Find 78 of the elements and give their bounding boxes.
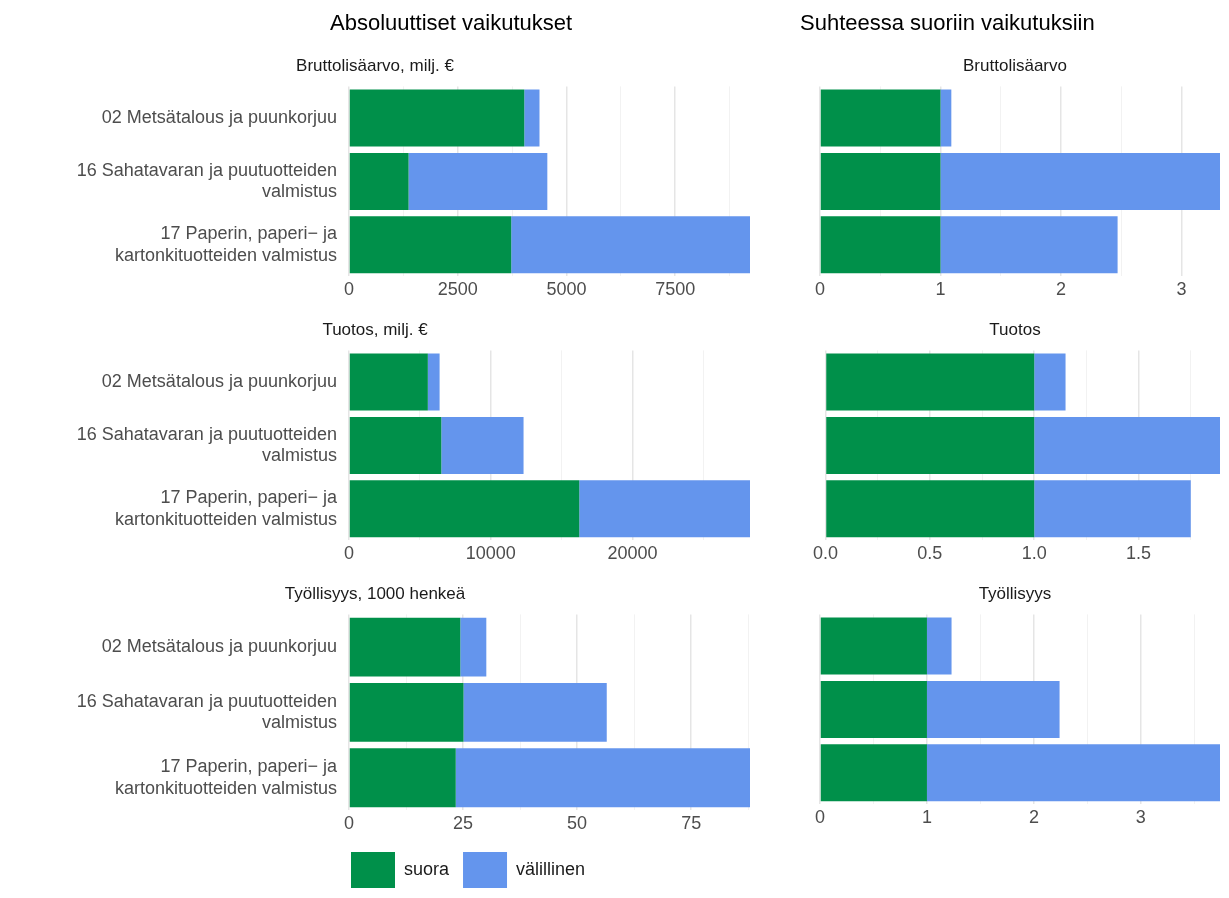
- bar: [926, 744, 1220, 802]
- bar: [408, 152, 548, 210]
- bar: [463, 683, 607, 742]
- x-tick-label: 0: [814, 807, 826, 828]
- x-tick-label: 0: [343, 279, 355, 300]
- legend-label: suora: [404, 858, 451, 879]
- y-tick-label: 16 Sahatavaran ja puutuotteiden valmistus: [76, 159, 337, 202]
- x-tick-label: 0: [814, 279, 826, 300]
- x-tick-label: 1: [921, 807, 932, 828]
- x-tick-label: 0: [343, 543, 355, 564]
- bar: [820, 89, 941, 147]
- y-tick-label: 02 Metsätalous ja puunkorjuu: [101, 371, 337, 392]
- x-tick-label: 20000: [607, 543, 658, 564]
- x-tick-label: 50: [567, 813, 588, 834]
- bar: [820, 680, 927, 738]
- bar: [349, 617, 461, 677]
- bar: [940, 89, 952, 147]
- bar: [455, 748, 750, 808]
- bar: [820, 216, 941, 274]
- y-tick-label: 17 Paperin, paperi− ja kartonkituotteiden valmistus: [114, 486, 338, 529]
- bar: [579, 480, 750, 538]
- bar: [349, 353, 428, 411]
- bar: [940, 152, 1220, 210]
- chart-subtitle: Työllisyys: [978, 583, 1052, 603]
- x-tick-label: 3: [1176, 279, 1187, 300]
- chart-subtitle: Bruttolisäarvo: [963, 55, 1067, 75]
- bar: [441, 416, 524, 474]
- bar: [940, 216, 1118, 274]
- x-tick-label: 2: [1028, 807, 1039, 828]
- bar: [349, 683, 464, 742]
- y-tick-label: 16 Sahatavaran ja puutuotteiden valmistus: [76, 690, 337, 733]
- chart-subtitle: Tuotos, milj. €: [322, 319, 429, 339]
- bar: [820, 152, 941, 210]
- bar: [926, 617, 952, 675]
- x-tick-label: 25: [453, 813, 474, 834]
- x-tick-label: 1: [935, 279, 946, 300]
- bar: [826, 480, 1035, 538]
- x-tick-label: 0.5: [917, 543, 943, 564]
- chart-subtitle: Bruttolisäarvo, milj. €: [296, 55, 455, 75]
- x-tick-label: 0: [343, 813, 355, 834]
- bar: [926, 680, 1060, 738]
- bar: [349, 216, 512, 274]
- x-tick-label: 3: [1135, 807, 1146, 828]
- chart-subtitle: Työllisyys, 1000 henkeä: [284, 583, 466, 603]
- y-tick-label: 02 Metsätalous ja puunkorjuu: [101, 636, 337, 657]
- chart-title: Absoluuttiset vaikutukset: [330, 10, 574, 36]
- x-tick-label: 0.0: [813, 543, 839, 564]
- bar: [349, 480, 580, 538]
- x-tick-label: 5000: [546, 279, 587, 300]
- y-tick-label: 02 Metsätalous ja puunkorjuu: [101, 107, 337, 128]
- bar: [460, 617, 487, 677]
- bar: [427, 353, 440, 411]
- chart-subtitle: Tuotos: [989, 319, 1041, 339]
- bar: [1034, 480, 1191, 538]
- y-tick-label: 17 Paperin, paperi− ja kartonkituotteiden valmistus: [114, 222, 338, 265]
- bar: [349, 416, 442, 474]
- y-tick-label: 16 Sahatavaran ja puutuotteiden valmistus: [76, 423, 337, 466]
- bar: [820, 617, 927, 675]
- x-tick-label: 1.5: [1126, 543, 1152, 564]
- bar: [524, 89, 540, 147]
- x-tick-label: 10000: [465, 543, 516, 564]
- bar: [1034, 416, 1220, 474]
- bar: [826, 416, 1035, 474]
- x-tick-label: 2: [1055, 279, 1066, 300]
- bar: [349, 152, 409, 210]
- x-tick-label: 75: [681, 813, 702, 834]
- bar: [511, 216, 750, 274]
- legend-label: välillinen: [516, 858, 586, 879]
- x-tick-label: 1.0: [1021, 543, 1047, 564]
- bar: [820, 744, 927, 802]
- y-tick-label: 17 Paperin, paperi− ja kartonkituotteiden valmistus: [114, 755, 338, 798]
- x-tick-label: 2500: [437, 279, 478, 300]
- chart-title: Suhteessa suoriin vaikutuksiin: [800, 10, 1096, 36]
- bar: [349, 748, 456, 808]
- bar: [349, 89, 525, 147]
- x-tick-label: 7500: [655, 279, 696, 300]
- bar: [826, 353, 1035, 411]
- bar: [1034, 353, 1066, 411]
